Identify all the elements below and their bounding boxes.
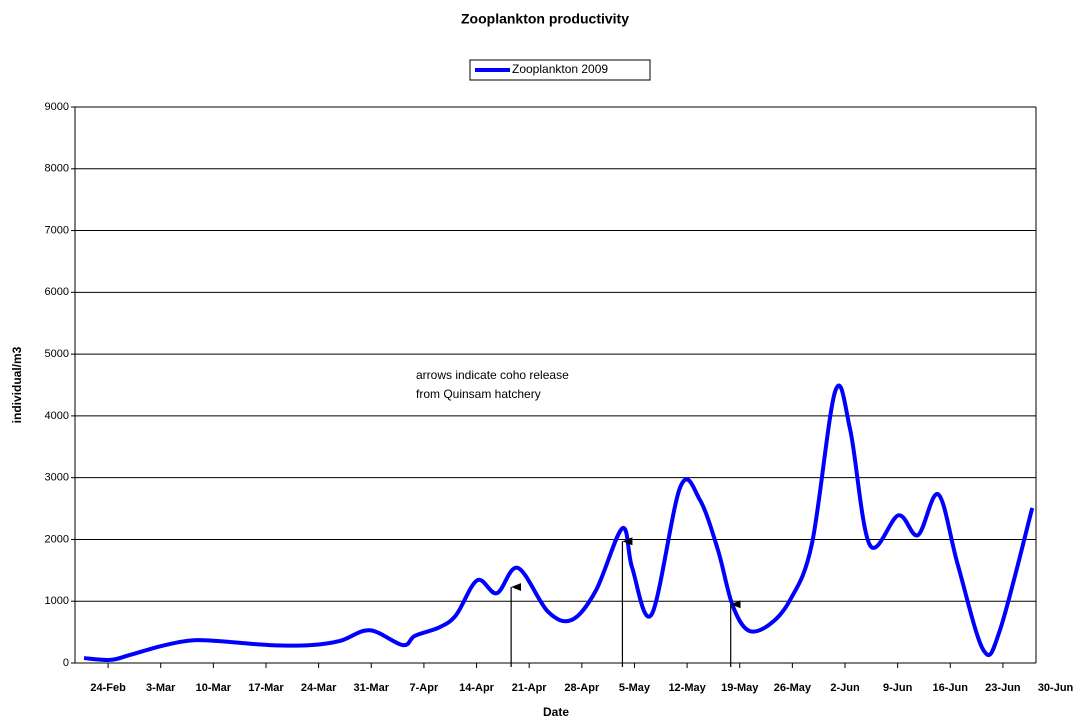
y-tick-label: 0 [63, 657, 69, 669]
x-tick-label: 16-Jun [933, 682, 969, 694]
x-tick-label: 31-Mar [354, 682, 390, 694]
y-tick-label: 3000 [45, 472, 69, 484]
x-tick-label: 17-Mar [248, 682, 284, 694]
x-tick-label: 12-May [668, 682, 706, 694]
x-tick-label: 21-Apr [512, 682, 548, 694]
x-tick-label: 23-Jun [985, 682, 1021, 694]
x-tick-label: 30-Jun [1038, 682, 1074, 694]
x-tick-label: 14-Apr [459, 682, 495, 694]
y-tick-label: 2000 [45, 533, 69, 545]
x-tick-label: 10-Mar [196, 682, 232, 694]
x-tick-label: 5-May [619, 682, 651, 694]
y-tick-label: 4000 [45, 410, 69, 422]
legend-label: Zooplankton 2009 [512, 62, 608, 76]
y-tick-label: 8000 [45, 163, 69, 175]
y-tick-label: 1000 [45, 595, 69, 607]
x-tick-label: 7-Apr [410, 682, 439, 694]
y-tick-label: 7000 [45, 224, 69, 236]
data-line [83, 383, 1035, 662]
x-tick-label: 19-May [721, 682, 759, 694]
y-tick-label: 5000 [45, 348, 69, 360]
x-tick-label: 28-Apr [564, 682, 600, 694]
x-tick-label: 24-Mar [301, 682, 337, 694]
x-tick-label: 24-Feb [90, 682, 126, 694]
chart-title: Zooplankton productivity [461, 11, 629, 27]
y-axis-label: individual/m3 [10, 346, 24, 423]
x-axis-label: Date [543, 705, 569, 719]
x-tick-label: 2-Jun [830, 682, 860, 694]
annotation: from Quinsam hatchery [416, 387, 541, 401]
annotation: arrows indicate coho release [416, 368, 569, 382]
x-tick-label: 3-Mar [146, 682, 176, 694]
legend-box [469, 59, 651, 81]
x-tick-label: 26-May [774, 682, 812, 694]
x-tick-label: 9-Jun [883, 682, 913, 694]
y-tick-label: 9000 [45, 101, 69, 113]
y-tick-label: 6000 [45, 286, 69, 298]
